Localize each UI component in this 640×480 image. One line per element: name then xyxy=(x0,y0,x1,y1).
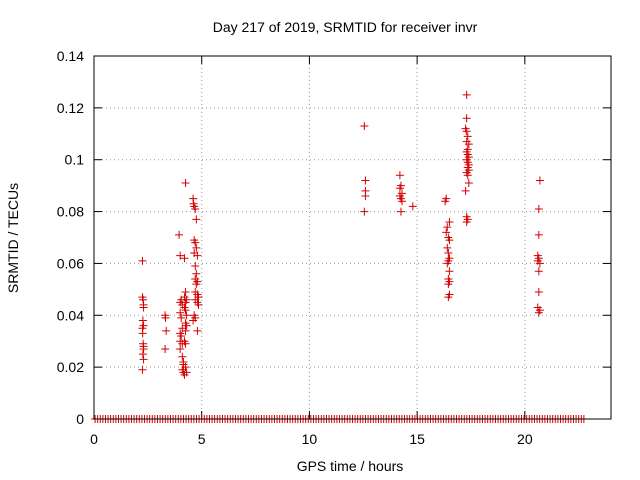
data-point xyxy=(535,259,544,268)
data-point xyxy=(181,298,190,307)
data-point xyxy=(462,114,471,123)
data-point xyxy=(408,202,417,211)
data-point xyxy=(139,321,148,330)
data-point xyxy=(462,127,471,136)
data-point xyxy=(176,251,185,260)
data-point xyxy=(182,368,191,377)
data-point xyxy=(181,287,190,296)
y-tick-label: 0 xyxy=(76,411,84,427)
y-tick-label: 0.12 xyxy=(57,100,84,116)
data-point xyxy=(534,204,543,213)
data-point xyxy=(441,197,450,206)
data-point xyxy=(177,332,186,341)
x-tick-label: 0 xyxy=(90,431,98,447)
data-point xyxy=(194,300,203,309)
x-tick-label: 15 xyxy=(409,431,425,447)
y-tick-label: 0.04 xyxy=(57,307,84,323)
data-point xyxy=(176,308,185,317)
data-point xyxy=(360,122,369,131)
data-point xyxy=(443,223,452,232)
data-point xyxy=(138,256,147,265)
data-point xyxy=(395,171,404,180)
data-point xyxy=(176,344,185,353)
data-point xyxy=(443,243,452,252)
data-point xyxy=(138,316,147,325)
data-point xyxy=(462,90,471,99)
data-point xyxy=(181,363,190,372)
data-point xyxy=(444,249,453,258)
data-point xyxy=(464,179,473,188)
y-axis-label: SRMTID / TECUs xyxy=(5,183,21,293)
data-point xyxy=(534,287,543,296)
data-point xyxy=(139,344,148,353)
data-point xyxy=(443,259,452,268)
data-point xyxy=(463,132,472,141)
data-point xyxy=(534,230,543,239)
data-point xyxy=(192,280,201,289)
data-point xyxy=(182,321,191,330)
data-point xyxy=(395,184,404,193)
data-point xyxy=(396,207,405,216)
data-point xyxy=(193,251,202,260)
data-point xyxy=(442,228,451,237)
data-point xyxy=(138,350,147,359)
data-point xyxy=(193,326,202,335)
x-tick-label: 20 xyxy=(517,431,533,447)
data-point xyxy=(192,243,201,252)
data-point xyxy=(192,269,201,278)
data-point xyxy=(139,303,148,312)
plot-frame xyxy=(93,55,612,420)
data-point xyxy=(535,176,544,185)
data-point xyxy=(444,293,453,302)
data-point xyxy=(361,176,370,185)
data-point xyxy=(462,217,471,226)
x-axis-label: GPS time / hours xyxy=(297,458,404,474)
data-point xyxy=(175,230,184,239)
data-point xyxy=(181,179,190,188)
data-point xyxy=(180,254,189,263)
data-point xyxy=(464,140,473,149)
data-points xyxy=(138,90,544,379)
data-point xyxy=(139,355,148,364)
data-point xyxy=(444,280,453,289)
data-point xyxy=(181,306,190,315)
data-point xyxy=(445,267,454,276)
data-point xyxy=(445,236,454,245)
chart-title: Day 217 of 2019, SRMTID for receiver inv… xyxy=(213,19,478,35)
data-point xyxy=(182,311,191,320)
data-point xyxy=(191,238,200,247)
data-point xyxy=(178,352,187,361)
data-point xyxy=(181,326,190,335)
axis-ticks: 0 0.02 0.04 0.06 0.08 0.1 0.12 0.14 0 5 10 15 20 xyxy=(57,48,611,447)
y-tick-label: 0.1 xyxy=(65,152,85,168)
grid-lines xyxy=(94,56,611,419)
data-point xyxy=(360,207,369,216)
data-point xyxy=(398,197,407,206)
data-point xyxy=(162,326,171,335)
x-tick-label: 10 xyxy=(302,431,318,447)
data-point xyxy=(189,316,198,325)
data-point xyxy=(534,267,543,276)
y-tick-label: 0.06 xyxy=(57,255,84,271)
data-point xyxy=(192,215,201,224)
data-point xyxy=(445,217,454,226)
y-tick-label: 0.08 xyxy=(57,204,84,220)
data-point xyxy=(463,171,472,180)
data-point xyxy=(161,313,170,322)
data-point xyxy=(181,339,190,348)
y-tick-label: 0.02 xyxy=(57,359,84,375)
y-tick-label: 0.14 xyxy=(57,48,84,64)
data-point xyxy=(191,262,200,271)
data-point xyxy=(177,313,186,322)
data-point xyxy=(461,186,470,195)
data-point xyxy=(138,365,147,374)
x-tick-label: 5 xyxy=(198,431,206,447)
data-point xyxy=(161,344,170,353)
data-point xyxy=(534,308,543,317)
data-point xyxy=(138,329,147,338)
data-point xyxy=(361,192,370,201)
data-point xyxy=(191,204,200,213)
